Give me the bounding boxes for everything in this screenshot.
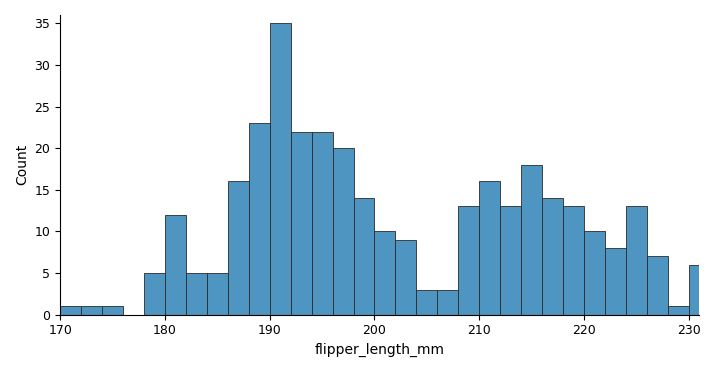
Bar <box>186 273 206 315</box>
Bar <box>290 132 312 315</box>
Bar <box>333 148 353 315</box>
Bar <box>353 198 374 315</box>
Bar <box>500 206 521 315</box>
Bar <box>563 206 584 315</box>
Bar <box>228 182 249 315</box>
Bar <box>206 273 228 315</box>
Bar <box>102 306 123 315</box>
Bar <box>647 256 668 315</box>
Bar <box>479 182 500 315</box>
Bar <box>60 306 81 315</box>
Bar <box>626 206 647 315</box>
Bar <box>542 198 563 315</box>
Y-axis label: Count: Count <box>15 144 29 185</box>
Bar <box>458 206 479 315</box>
Bar <box>521 165 542 315</box>
Bar <box>605 248 626 315</box>
Bar <box>144 273 165 315</box>
Bar <box>668 306 689 315</box>
Bar <box>584 231 605 315</box>
Bar <box>437 290 458 315</box>
Bar <box>165 215 186 315</box>
X-axis label: flipper_length_mm: flipper_length_mm <box>315 343 445 357</box>
Bar <box>81 306 102 315</box>
Bar <box>689 264 710 315</box>
Bar <box>374 231 395 315</box>
Bar <box>395 240 417 315</box>
Bar <box>270 23 290 315</box>
Bar <box>417 290 437 315</box>
Bar <box>312 132 333 315</box>
Bar <box>249 123 270 315</box>
